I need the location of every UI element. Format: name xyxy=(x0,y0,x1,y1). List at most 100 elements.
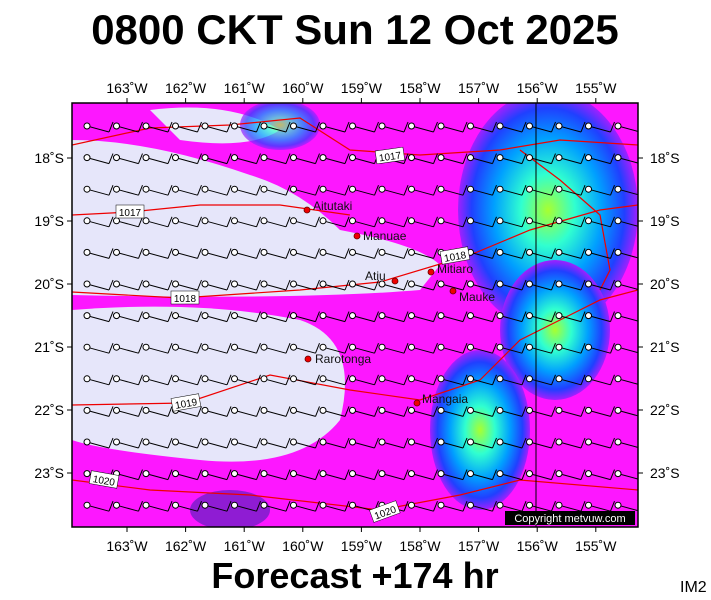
barb-station xyxy=(83,312,91,320)
barb-shaft xyxy=(175,283,198,291)
wind-barb xyxy=(231,216,261,228)
barb-station xyxy=(437,375,445,383)
wind-barb xyxy=(319,279,350,291)
barb-shaft xyxy=(352,157,375,165)
barb-station xyxy=(555,154,563,162)
barb-shaft xyxy=(263,346,287,354)
barb-station xyxy=(614,501,622,509)
barb-shaft xyxy=(145,504,169,512)
isobar-label-box xyxy=(88,470,120,489)
barb-shaft xyxy=(234,315,257,323)
barb-shaft xyxy=(145,188,169,196)
wind-barb xyxy=(408,121,438,133)
barb-flag xyxy=(521,185,527,196)
wind-barb xyxy=(319,121,350,133)
barb-flag xyxy=(433,248,438,259)
wind-barbs xyxy=(83,121,638,512)
barb-shaft xyxy=(86,125,110,133)
barb-station xyxy=(290,406,297,414)
barb-station xyxy=(437,185,445,193)
barb-station xyxy=(585,154,592,162)
wind-barb xyxy=(408,437,438,449)
barb-station xyxy=(526,470,533,478)
barb-shaft xyxy=(352,251,375,259)
barb-station xyxy=(437,438,445,446)
barb-shaft xyxy=(470,504,493,512)
wind-barb xyxy=(496,248,527,259)
barb-shaft xyxy=(499,504,523,512)
barb-station xyxy=(319,312,327,320)
barb-flag xyxy=(138,374,143,385)
barb-station xyxy=(555,501,563,509)
barb-shaft xyxy=(440,378,464,386)
barb-flag xyxy=(374,374,379,385)
barb-shaft xyxy=(116,315,139,323)
barb-station xyxy=(585,217,592,225)
barb-station xyxy=(614,312,622,320)
barb-flag xyxy=(403,437,409,449)
barb-shaft xyxy=(322,220,346,228)
isobar-label: 1020 xyxy=(369,500,401,523)
barb-station xyxy=(555,343,563,351)
barb-station xyxy=(142,122,150,130)
barb-flag xyxy=(167,374,173,385)
barb-shaft xyxy=(617,315,638,322)
barb-flag xyxy=(285,406,291,417)
wind-barb xyxy=(319,153,350,165)
wind-barb xyxy=(260,501,291,512)
barb-shaft xyxy=(86,441,110,449)
barb-shaft xyxy=(352,346,375,354)
wind-barb xyxy=(496,216,527,228)
wind-barb xyxy=(437,374,468,386)
barb-flag xyxy=(580,121,586,133)
wind-barb xyxy=(319,343,350,354)
barb-shaft xyxy=(529,188,552,196)
isobar-value: 1019 xyxy=(174,397,198,412)
barb-station xyxy=(585,470,592,478)
barb-shaft xyxy=(411,315,434,323)
barb-flag xyxy=(226,216,232,227)
barb-flag xyxy=(403,216,409,227)
barb-station xyxy=(142,406,150,414)
barb-flag xyxy=(433,501,438,512)
barb-shaft xyxy=(234,283,257,291)
lon-label-bottom: 156˚W xyxy=(517,538,559,554)
wind-barb xyxy=(231,248,261,259)
barb-station xyxy=(467,280,474,288)
wind-barb xyxy=(526,374,556,386)
isobars xyxy=(72,117,638,511)
lat-label-left: 19˚S xyxy=(34,213,64,229)
wind-barb xyxy=(113,437,143,449)
barb-shaft xyxy=(234,441,257,449)
barb-shaft xyxy=(381,473,405,481)
barb-station xyxy=(526,185,533,193)
barb-shaft xyxy=(558,441,582,449)
barb-station xyxy=(467,438,474,446)
barb-shaft xyxy=(322,125,346,133)
barb-flag xyxy=(521,437,527,449)
barb-flag xyxy=(433,437,438,449)
wind-barb xyxy=(408,406,438,417)
map-labels: Aitutaki Manuae Atiu Mitiaro Mauke Rarotonga M… xyxy=(88,146,495,523)
barb-shaft xyxy=(381,251,405,259)
barb-station xyxy=(319,470,327,478)
wind-barb xyxy=(526,248,556,259)
barb-station xyxy=(408,185,415,193)
barb-shaft xyxy=(175,188,198,196)
wind-barb xyxy=(378,248,409,259)
barb-flag xyxy=(580,374,586,385)
barb-station xyxy=(437,122,445,130)
barb-shaft xyxy=(263,504,287,512)
wind-barb xyxy=(614,343,638,354)
barb-shaft xyxy=(145,157,169,165)
wind-barb xyxy=(290,153,320,165)
barb-station xyxy=(260,375,268,383)
barb-flag xyxy=(610,343,615,354)
barb-station xyxy=(585,406,592,414)
barb-shaft xyxy=(499,378,523,386)
lat-label-right: 20˚S xyxy=(650,276,680,292)
barb-station xyxy=(526,375,533,383)
wind-barb xyxy=(496,469,527,481)
barb-flag xyxy=(138,153,143,164)
barb-flag xyxy=(197,374,202,385)
